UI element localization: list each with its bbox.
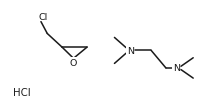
Text: N: N — [127, 46, 134, 55]
Text: N: N — [173, 64, 180, 73]
Text: O: O — [70, 58, 77, 67]
Text: HCl: HCl — [13, 87, 30, 97]
Text: Cl: Cl — [39, 13, 48, 22]
